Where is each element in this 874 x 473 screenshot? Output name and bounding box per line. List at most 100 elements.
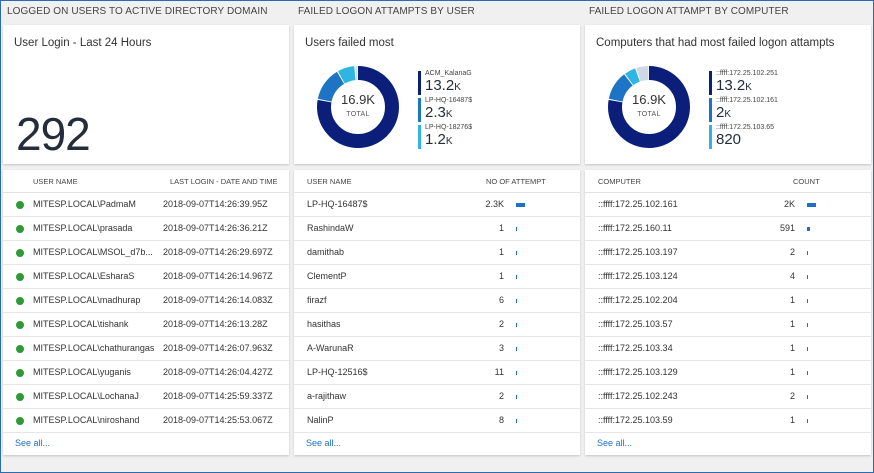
table-row[interactable]: MITESP.LOCAL\PadmaM 2018-09-07T14:26:39.9… bbox=[3, 193, 289, 217]
donut-total-label: TOTAL bbox=[346, 111, 370, 118]
table-row[interactable]: ::ffff:172.25.103.59 1 bbox=[585, 409, 871, 433]
count-bar bbox=[516, 227, 517, 231]
table-row[interactable]: RashindaW 1 bbox=[294, 217, 580, 241]
legend-item[interactable]: LP-HQ-18276$ 1.2K bbox=[418, 123, 576, 150]
status-online-icon bbox=[16, 321, 24, 329]
users-failed-tile[interactable]: Users failed most 16.9K TOTAL ACM_Kalana… bbox=[294, 25, 580, 164]
table-row[interactable]: damithab 1 bbox=[294, 241, 580, 265]
header-user-name: USER NAME bbox=[33, 177, 78, 186]
legend-name: ACM_KalanaG bbox=[425, 70, 472, 77]
count-bar bbox=[516, 419, 517, 423]
table-row[interactable]: ::ffff:172.25.103.124 4 bbox=[585, 265, 871, 289]
table-row[interactable]: MITESP.LOCAL\chathurangas 2018-09-07T14:2… bbox=[3, 337, 289, 361]
table-row[interactable]: MITESP.LOCAL\madhurap 2018-09-07T14:26:14… bbox=[3, 289, 289, 313]
name-cell: ClementP bbox=[307, 271, 347, 281]
tile-title: User Login - Last 24 Hours bbox=[14, 37, 152, 49]
legend-name: ::ffff:172.25.102.161 bbox=[716, 97, 778, 104]
count-cell: 2K bbox=[783, 199, 795, 209]
name-cell: A-WarunaR bbox=[307, 343, 354, 353]
legend-value: 2K bbox=[716, 105, 867, 123]
table-row[interactable]: a-rajithaw 2 bbox=[294, 385, 580, 409]
name-cell: ::ffff:172.25.103.197 bbox=[598, 247, 678, 257]
table-row[interactable]: MITESP.LOCAL\LochanaJ 2018-09-07T14:25:59… bbox=[3, 385, 289, 409]
table-row[interactable]: ::ffff:172.25.103.57 1 bbox=[585, 313, 871, 337]
table-row[interactable]: ::ffff:172.25.103.197 2 bbox=[585, 241, 871, 265]
legend-value: 1.2K bbox=[425, 132, 576, 150]
count-bar bbox=[807, 323, 808, 327]
legend-swatch bbox=[709, 71, 712, 95]
count-bar bbox=[516, 395, 517, 399]
user-name-cell: MITESP.LOCAL\tishank bbox=[33, 319, 129, 329]
count-cell: 3 bbox=[498, 343, 504, 353]
table-row[interactable]: MITESP.LOCAL\yuganis 2018-09-07T14:26:04.… bbox=[3, 361, 289, 385]
user-name-cell: MITESP.LOCAL\chathurangas bbox=[33, 343, 155, 353]
see-all-link[interactable]: See all... bbox=[306, 438, 342, 448]
status-online-icon bbox=[16, 273, 24, 281]
name-cell: LP-HQ-16487$ bbox=[307, 199, 368, 209]
table-row[interactable]: NalinP 8 bbox=[294, 409, 580, 433]
table-row[interactable]: ::ffff:172.25.160.11 591 bbox=[585, 217, 871, 241]
see-all-link[interactable]: See all... bbox=[597, 438, 633, 448]
header-computer: COMPUTER bbox=[598, 177, 641, 186]
table-row[interactable]: ::ffff:172.25.103.129 1 bbox=[585, 361, 871, 385]
table-row[interactable]: ::ffff:172.25.103.34 1 bbox=[585, 337, 871, 361]
last-login-cell: 2018-09-07T14:26:07.963Z bbox=[163, 343, 273, 353]
table-row[interactable]: MITESP.LOCAL\MSOL_d7b... 2018-09-07T14:26… bbox=[3, 241, 289, 265]
rows-container: MITESP.LOCAL\PadmaM 2018-09-07T14:26:39.9… bbox=[3, 193, 289, 433]
legend-item[interactable]: LP-HQ-16487$ 2.3K bbox=[418, 96, 576, 123]
tile-title: Computers that had most failed logon att… bbox=[596, 37, 835, 49]
table-row[interactable]: hasithas 2 bbox=[294, 313, 580, 337]
table-row[interactable]: MITESP.LOCAL\prasada 2018-09-07T14:26:36.… bbox=[3, 217, 289, 241]
legend-swatch bbox=[709, 125, 712, 149]
last-login-cell: 2018-09-07T14:26:14.083Z bbox=[163, 295, 273, 305]
header-last-login: LAST LOGIN - DATE AND TIME bbox=[170, 177, 278, 186]
table-row[interactable]: A-WarunaR 3 bbox=[294, 337, 580, 361]
table-row[interactable]: ClementP 1 bbox=[294, 265, 580, 289]
list-header: COMPUTER COUNT bbox=[585, 170, 871, 193]
legend-item[interactable]: ACM_KalanaG 13.2K bbox=[418, 69, 576, 96]
legend-item[interactable]: ::ffff:172.25.103.65 820 bbox=[709, 123, 867, 150]
last-login-cell: 2018-09-07T14:25:59.337Z bbox=[163, 391, 273, 401]
legend-name: LP-HQ-16487$ bbox=[425, 97, 473, 104]
legend-value: 13.2K bbox=[425, 78, 576, 96]
logged-users-list: USER NAME LAST LOGIN - DATE AND TIME MIT… bbox=[3, 170, 289, 455]
see-all-link[interactable]: See all... bbox=[15, 438, 51, 448]
count-cell: 11 bbox=[494, 367, 504, 377]
count-cell: 2 bbox=[498, 391, 504, 401]
legend-name: LP-HQ-18276$ bbox=[425, 124, 473, 131]
donut-legend: ACM_KalanaG 13.2K LP-HQ-16487$ 2.3K LP-HQ-18… bbox=[418, 69, 576, 150]
legend-number: 820 bbox=[716, 131, 742, 148]
name-cell: ::ffff:172.25.160.11 bbox=[598, 223, 672, 233]
table-row[interactable]: MITESP.LOCAL\EsharaS 2018-09-07T14:26:14.… bbox=[3, 265, 289, 289]
table-row[interactable]: LP-HQ-12516$ 11 bbox=[294, 361, 580, 385]
count-bar bbox=[807, 347, 808, 351]
table-row[interactable]: ::ffff:172.25.102.204 1 bbox=[585, 289, 871, 313]
legend-item[interactable]: ::ffff:172.25.102.161 2K bbox=[709, 96, 867, 123]
table-row[interactable]: ::ffff:172.25.102.161 2K bbox=[585, 193, 871, 217]
legend-swatch bbox=[418, 125, 421, 149]
table-row[interactable]: ::ffff:172.25.102.243 2 bbox=[585, 385, 871, 409]
name-cell: ::ffff:172.25.102.161 bbox=[598, 199, 678, 209]
count-bar bbox=[807, 395, 808, 399]
donut-chart: 16.9K TOTAL bbox=[607, 65, 691, 149]
table-row[interactable]: LP-HQ-16487$ 2.3K bbox=[294, 193, 580, 217]
count-bar bbox=[516, 323, 517, 327]
legend-unit: K bbox=[724, 109, 732, 120]
computers-failed-tile[interactable]: Computers that had most failed logon att… bbox=[585, 25, 871, 164]
table-row[interactable]: firazf 6 bbox=[294, 289, 580, 313]
user-login-tile[interactable]: User Login - Last 24 Hours 292 bbox=[3, 25, 289, 164]
count-bar bbox=[807, 275, 808, 279]
user-name-cell: MITESP.LOCAL\MSOL_d7b... bbox=[33, 247, 153, 257]
legend-number: 13.2 bbox=[425, 77, 455, 94]
count-bar bbox=[807, 299, 808, 303]
table-row[interactable]: MITESP.LOCAL\niroshand 2018-09-07T14:25:5… bbox=[3, 409, 289, 433]
table-row[interactable]: MITESP.LOCAL\tishank 2018-09-07T14:26:13.… bbox=[3, 313, 289, 337]
failed-computers-list: COMPUTER COUNT ::ffff:172.25.102.161 2K::… bbox=[585, 170, 871, 455]
count-cell: 1 bbox=[498, 223, 504, 233]
count-cell: 591 bbox=[779, 223, 795, 233]
donut-slice[interactable] bbox=[608, 66, 690, 148]
status-online-icon bbox=[16, 249, 24, 257]
rows-container: LP-HQ-16487$ 2.3K RashindaW 1 damithab 1 Cleme… bbox=[294, 193, 580, 433]
donut-slice[interactable] bbox=[317, 66, 399, 148]
legend-item[interactable]: ::ffff:172.25.102.251 13.2K bbox=[709, 69, 867, 96]
